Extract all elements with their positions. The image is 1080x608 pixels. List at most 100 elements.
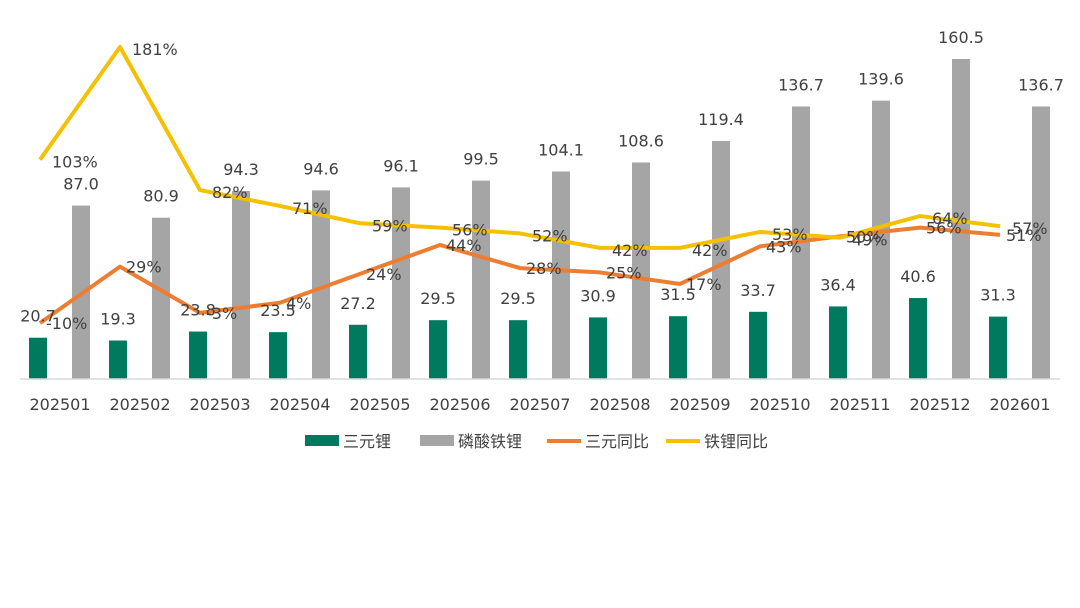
data-label-lfp: 94.3 <box>223 160 259 179</box>
bar-ternary <box>189 331 207 379</box>
legend-swatch <box>305 435 339 446</box>
data-label-lfp-yoy: 49% <box>852 231 888 250</box>
x-tick-label: 202505 <box>349 395 410 414</box>
data-label-lfp: 136.7 <box>778 75 824 94</box>
x-tick-label: 202507 <box>509 395 570 414</box>
data-label-lfp-yoy: 71% <box>292 199 328 218</box>
legend-label: 磷酸铁锂 <box>458 432 522 451</box>
data-label-ternary: 40.6 <box>900 267 936 286</box>
lines-layer <box>38 45 1001 325</box>
data-label-lfp-yoy: 59% <box>372 216 408 235</box>
data-label-lfp-yoy: 52% <box>532 226 568 245</box>
data-label-lfp-yoy: 53% <box>772 225 808 244</box>
data-label-lfp: 104.1 <box>538 140 584 159</box>
data-label-ternary: 36.4 <box>820 275 856 294</box>
line-lfp-yoy <box>38 45 1001 250</box>
data-label-ternary: 23.5 <box>260 301 296 320</box>
data-label-ternary-yoy: 43% <box>766 237 802 256</box>
data-label-lfp-yoy: 42% <box>612 241 648 260</box>
data-label-ternary-yoy: 50% <box>846 227 882 246</box>
bar-ternary <box>109 340 127 379</box>
legend-label: 铁锂同比 <box>704 432 768 451</box>
data-label-lfp-yoy: 42% <box>692 241 728 260</box>
data-label-ternary: 30.9 <box>580 286 616 305</box>
data-label-ternary: 31.5 <box>660 285 696 304</box>
bar-lfp <box>872 100 890 379</box>
bar-ternary <box>509 320 527 379</box>
data-label-ternary-yoy: -3% <box>206 304 237 323</box>
bar-lfp <box>552 171 570 379</box>
x-tick-label: 202512 <box>909 395 970 414</box>
x-tick-label: 202501 <box>29 395 90 414</box>
bar-lfp <box>392 187 410 379</box>
x-tick-label: 202504 <box>269 395 330 414</box>
data-label-lfp: 94.6 <box>303 159 339 178</box>
bar-ternary <box>29 337 47 379</box>
bar-lfp <box>712 140 730 379</box>
data-label-lfp: 160.5 <box>938 28 984 47</box>
labels-layer: 20.7 87.0 19.3 80.9 23.8 94.3 23.5 94.6 27.2 96.1… <box>20 28 1064 333</box>
bar-ternary <box>669 316 687 379</box>
x-tick-label: 202509 <box>669 395 730 414</box>
data-label-ternary-yoy: 56% <box>926 219 962 238</box>
bar-lfp <box>1032 106 1050 379</box>
data-label-lfp-yoy: 64% <box>932 209 968 228</box>
legend-label: 三元同比 <box>585 432 649 451</box>
data-label-lfp: 108.6 <box>618 131 664 150</box>
legend: 三元锂 磷酸铁锂 三元同比 铁锂同比 <box>305 432 768 451</box>
data-label-lfp: 99.5 <box>463 150 499 169</box>
data-label-ternary-yoy: 28% <box>526 259 562 278</box>
bar-lfp <box>312 190 330 379</box>
bar-ternary <box>749 311 767 379</box>
bar-lfp <box>952 59 970 379</box>
data-label-ternary: 29.5 <box>500 289 536 308</box>
legend-swatch <box>420 435 454 446</box>
x-tick-label: 202510 <box>749 395 810 414</box>
x-tick-label: 202511 <box>829 395 890 414</box>
x-tick-label: 202506 <box>429 395 490 414</box>
bar-ternary <box>349 324 367 379</box>
x-tick-label: 202601 <box>989 395 1050 414</box>
data-label-lfp-yoy: 181% <box>132 40 178 59</box>
bar-ternary <box>269 332 287 379</box>
data-label-ternary: 31.3 <box>980 286 1016 305</box>
data-label-ternary: 27.2 <box>340 294 376 313</box>
bar-ternary <box>429 320 447 379</box>
bar-ternary <box>589 317 607 379</box>
data-label-lfp: 139.6 <box>858 70 904 89</box>
bar-lfp <box>232 190 250 379</box>
data-label-lfp-yoy: 82% <box>212 183 248 202</box>
data-label-ternary: 20.7 <box>20 307 56 326</box>
data-label-lfp: 136.7 <box>1018 75 1064 94</box>
data-label-ternary-yoy: 29% <box>126 258 162 277</box>
bar-ternary <box>989 316 1007 379</box>
data-label-ternary-yoy: 4% <box>286 294 311 313</box>
data-label-lfp-yoy: 103% <box>52 153 98 172</box>
bar-lfp <box>152 217 170 379</box>
x-tick-labels: 202501 202502 202503 202504 202505 202506 2025… <box>29 395 1050 414</box>
bar-ternary <box>829 306 847 379</box>
legend-label: 三元锂 <box>343 432 391 451</box>
data-label-lfp-yoy: 57% <box>1012 219 1048 238</box>
x-tick-label: 202502 <box>109 395 170 414</box>
data-label-lfp: 87.0 <box>63 175 99 194</box>
data-label-lfp-yoy: 56% <box>452 221 488 240</box>
data-label-lfp: 80.9 <box>143 187 179 206</box>
data-label-ternary-yoy: 17% <box>686 275 722 294</box>
data-label-lfp: 119.4 <box>698 110 744 129</box>
x-tick-label: 202508 <box>589 395 650 414</box>
data-label-ternary-yoy: 44% <box>446 236 482 255</box>
data-label-ternary-yoy: 51% <box>1006 226 1042 245</box>
bar-ternary <box>909 298 927 379</box>
bar-lfp <box>632 162 650 379</box>
data-label-ternary: 29.5 <box>420 289 456 308</box>
data-label-ternary-yoy: 24% <box>366 265 402 284</box>
bar-lfp <box>472 180 490 379</box>
data-label-ternary-yoy: 25% <box>606 263 642 282</box>
data-label-ternary: 23.8 <box>180 301 216 320</box>
bars-layer <box>29 59 1050 379</box>
data-label-ternary: 19.3 <box>100 310 136 329</box>
data-label-lfp: 96.1 <box>383 156 419 175</box>
